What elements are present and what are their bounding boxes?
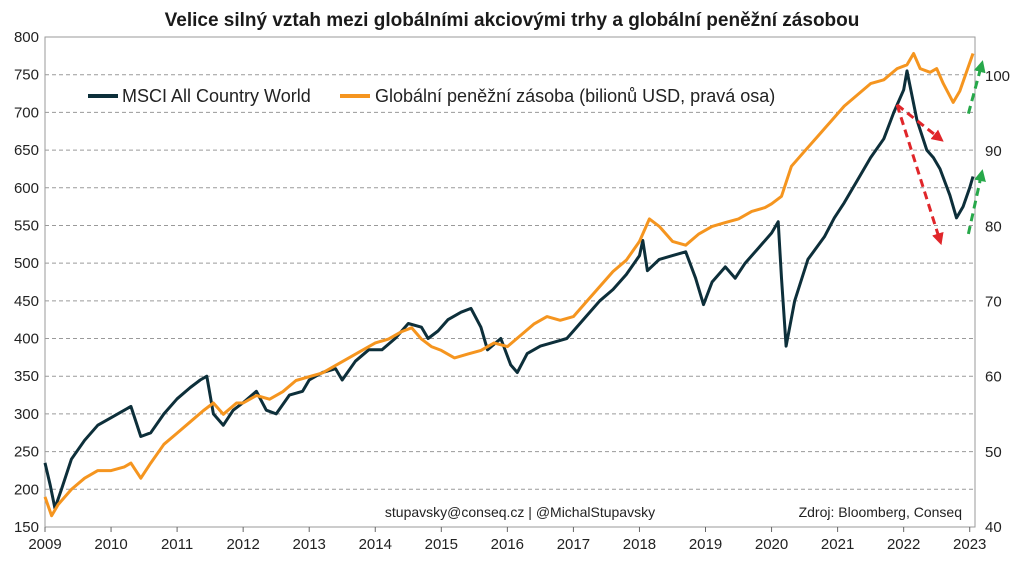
y-left-tick-400: 400 — [14, 331, 39, 348]
trend-arrow-0 — [896, 103, 944, 142]
x-tick-2022: 2022 — [887, 536, 920, 553]
series-line-1 — [43, 52, 975, 518]
x-tick-2014: 2014 — [359, 536, 392, 553]
y-right-tick-90: 90 — [985, 143, 1002, 160]
x-tick-2016: 2016 — [491, 536, 524, 553]
x-tick-2021: 2021 — [821, 536, 854, 553]
series-line-0 — [43, 69, 975, 510]
y-left-tick-500: 500 — [14, 255, 39, 272]
y-right-tick-70: 70 — [985, 294, 1002, 311]
chart-title: Velice silný vztah mezi globálními akcio… — [165, 10, 860, 31]
x-tick-2018: 2018 — [623, 536, 656, 553]
y-axis-right: 40 50 60 70 80 90 100 — [985, 68, 1010, 536]
credit-source: Zdroj: Bloomberg, Conseq — [799, 504, 962, 520]
trend-arrow-2 — [966, 60, 986, 115]
y-axis-left: 150 200 250 300 350 400 450 500 550 600 650 700 750 8… — [14, 29, 39, 536]
gridlines — [44, 36, 976, 528]
y-left-tick-300: 300 — [14, 406, 39, 423]
y-left-tick-750: 750 — [14, 67, 39, 84]
x-tick-2020: 2020 — [755, 536, 788, 553]
trend-arrows — [895, 60, 986, 246]
x-tick-2015: 2015 — [425, 536, 458, 553]
y-left-tick-200: 200 — [14, 481, 39, 498]
y-left-tick-150: 150 — [14, 519, 39, 536]
x-tick-2023: 2023 — [953, 536, 986, 553]
x-tick-2009: 2009 — [28, 536, 61, 553]
y-left-tick-800: 800 — [14, 29, 39, 46]
y-left-tick-600: 600 — [14, 180, 39, 197]
y-left-tick-350: 350 — [14, 368, 39, 385]
x-tick-2019: 2019 — [689, 536, 722, 553]
trend-arrow-1 — [895, 104, 944, 246]
series-lines — [43, 52, 975, 518]
y-right-tick-100: 100 — [985, 68, 1010, 85]
y-left-tick-700: 700 — [14, 104, 39, 121]
y-left-tick-550: 550 — [14, 217, 39, 234]
x-tick-2017: 2017 — [557, 536, 590, 553]
x-tick-2012: 2012 — [226, 536, 259, 553]
x-tick-2010: 2010 — [94, 536, 127, 553]
y-left-tick-250: 250 — [14, 444, 39, 461]
x-tick-2013: 2013 — [293, 536, 326, 553]
y-right-tick-40: 40 — [985, 519, 1002, 536]
legend-label-money-supply: Globální peněžní zásoba (bilionů USD, pr… — [375, 86, 775, 106]
credit-author: stupavsky@conseq.cz | @MichalStupavsky — [385, 504, 655, 520]
y-right-tick-50: 50 — [985, 444, 1002, 461]
trend-arrow-3 — [966, 169, 986, 235]
y-right-tick-60: 60 — [985, 369, 1002, 386]
y-left-tick-450: 450 — [14, 293, 39, 310]
plot-frame — [44, 36, 976, 528]
x-axis: 2009 2010 2011 2012 2013 2014 2015 2016 2017 2018… — [28, 527, 986, 553]
y-right-tick-80: 80 — [985, 218, 1002, 235]
legend: MSCI All Country World Globální peněžní … — [88, 86, 775, 106]
y-left-tick-650: 650 — [14, 142, 39, 159]
x-tick-2011: 2011 — [161, 536, 193, 553]
legend-label-msci: MSCI All Country World — [122, 86, 311, 106]
